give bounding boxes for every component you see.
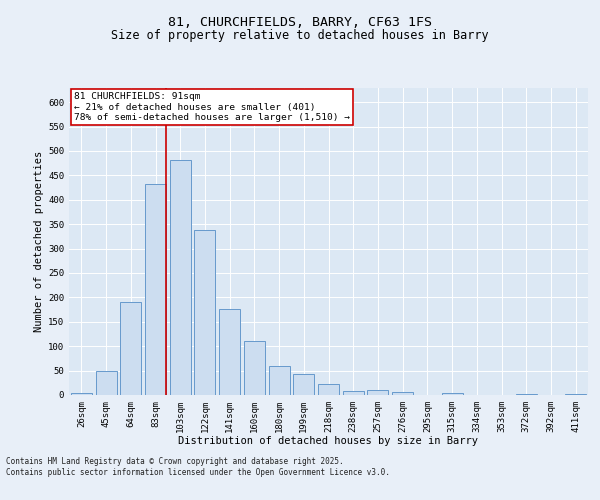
X-axis label: Distribution of detached houses by size in Barry: Distribution of detached houses by size … xyxy=(179,436,479,446)
Bar xyxy=(442,392,463,395)
Bar xyxy=(244,342,265,395)
Bar xyxy=(392,392,413,395)
Bar xyxy=(565,394,586,395)
Bar xyxy=(120,302,141,395)
Bar xyxy=(95,370,116,395)
Text: Contains HM Land Registry data © Crown copyright and database right 2025.
Contai: Contains HM Land Registry data © Crown c… xyxy=(6,458,390,477)
Y-axis label: Number of detached properties: Number of detached properties xyxy=(34,150,44,332)
Bar xyxy=(318,384,339,395)
Bar xyxy=(516,394,537,395)
Bar xyxy=(219,309,240,395)
Bar xyxy=(367,390,388,395)
Bar xyxy=(170,160,191,395)
Text: 81 CHURCHFIELDS: 91sqm
← 21% of detached houses are smaller (401)
78% of semi-de: 81 CHURCHFIELDS: 91sqm ← 21% of detached… xyxy=(74,92,350,122)
Bar xyxy=(71,393,92,395)
Bar xyxy=(269,366,290,395)
Bar xyxy=(145,184,166,395)
Bar xyxy=(343,391,364,395)
Bar xyxy=(194,230,215,395)
Text: 81, CHURCHFIELDS, BARRY, CF63 1FS: 81, CHURCHFIELDS, BARRY, CF63 1FS xyxy=(168,16,432,29)
Text: Size of property relative to detached houses in Barry: Size of property relative to detached ho… xyxy=(111,28,489,42)
Bar xyxy=(293,374,314,395)
